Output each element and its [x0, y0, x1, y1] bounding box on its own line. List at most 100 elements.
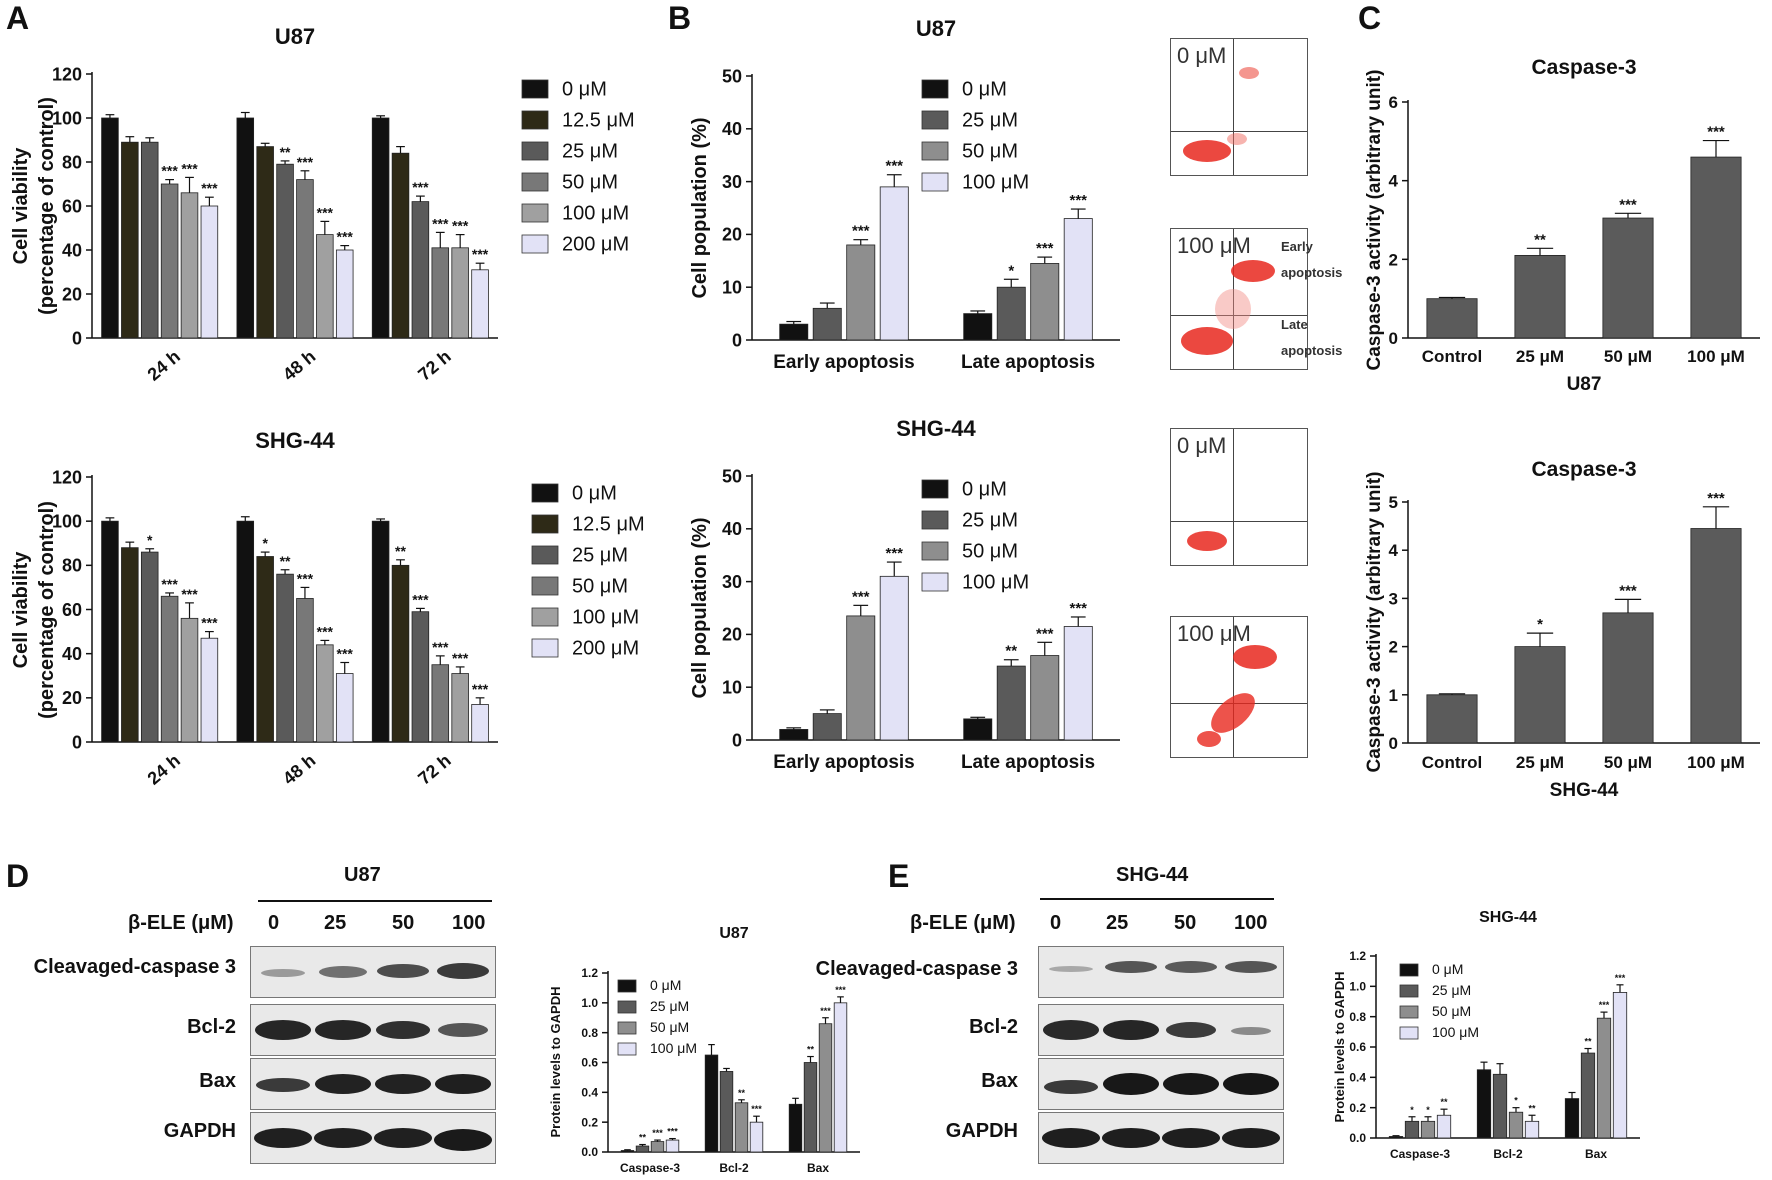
blot-e-dose-25: 25	[1106, 912, 1129, 934]
E_SHG44-y-tick-label: 1.0	[1349, 980, 1366, 994]
A_SHG44-significance-label: ***	[161, 576, 178, 592]
E_SHG44-legend-swatch	[1399, 1026, 1419, 1040]
blot-d-label-gapdh: GAPDH	[163, 1120, 236, 1142]
A_SHG44-legend-label: 100 μM	[572, 606, 639, 628]
E_SHG44-legend-label: 100 μM	[1432, 1024, 1479, 1040]
A_SHG44-y-axis-label: Cell viability	[10, 551, 32, 669]
E_SHG44-legend-label: 50 μM	[1432, 1003, 1471, 1019]
E_SHG44-bar	[1596, 1017, 1612, 1139]
C_U87-significance-label: **	[1534, 231, 1546, 248]
A_SHG44-significance-label: ***	[201, 615, 218, 631]
blot-e-dose-label: β-ELE (μM)	[910, 912, 1016, 934]
A_U87-y-tick-label: 100	[52, 108, 82, 128]
B_SHG44-legend-swatch	[921, 479, 949, 499]
flow-dose-label: 0 μM	[1177, 43, 1227, 68]
A_SHG44-y-tick-label: 20	[62, 688, 82, 708]
D_U87-legend-label: 25 μM	[650, 998, 689, 1014]
C_SHG44-x-axis-label: SHG-44	[1550, 780, 1619, 801]
A_SHG44-significance-label: ***	[181, 586, 198, 602]
E_SHG44-y-tick-label: 1.2	[1349, 949, 1366, 963]
A_U87-bar	[200, 205, 219, 339]
B_SHG44-bar	[996, 665, 1026, 741]
E_SHG44-significance-label: **	[1584, 1037, 1592, 1047]
B_U87-legend-swatch	[921, 79, 949, 99]
A_SHG44-significance-label: ***	[317, 623, 334, 639]
A_U87-bar	[140, 141, 159, 339]
C_SHG44-y-tick-label: 5	[1389, 493, 1398, 512]
B_U87-legend-label: 50 μM	[962, 140, 1018, 162]
flow-dose-label: 0 μM	[1177, 433, 1227, 458]
A_U87-bar	[451, 247, 469, 339]
A_U87-legend-label: 25 μM	[562, 140, 618, 162]
E_SHG44-y-tick-label: 0.0	[1349, 1131, 1366, 1145]
A_SHG44-bar	[471, 704, 489, 743]
flow-note-late: Late	[1281, 317, 1308, 332]
A_SHG44-bar	[431, 664, 450, 743]
E_SHG44-legend-swatch	[1399, 984, 1419, 998]
C_SHG44-y-axis-label: Caspase-3 activity (arbitrary unit)	[1364, 472, 1385, 773]
A_SHG44-bar	[276, 573, 294, 743]
blot-d-dose-100: 100	[452, 912, 486, 934]
C_SHG44-bar	[1514, 646, 1566, 744]
C_U87-category-label: 50 μM	[1604, 347, 1652, 366]
B_SHG44-y-tick-label: 0	[732, 730, 742, 750]
A_SHG44-legend-swatch	[531, 576, 559, 596]
B_SHG44-legend-swatch	[921, 572, 949, 592]
D_U87-y-tick-label: 0.2	[581, 1115, 598, 1129]
A_U87-significance-label: ***	[472, 246, 489, 262]
A_SHG44-category-label: 72 h	[414, 750, 454, 788]
blot-d-header-rule	[258, 900, 492, 902]
E_SHG44-significance-label: *	[1410, 1105, 1414, 1115]
A_U87-bar	[276, 163, 294, 339]
C_U87-significance-label: ***	[1619, 196, 1637, 213]
E_SHG44-significance-label: ***	[1615, 973, 1626, 983]
C_U87-title: Caspase-3	[1531, 56, 1636, 79]
flow-dose-label: 100 μM	[1177, 233, 1251, 258]
B_U87-legend-label: 100 μM	[962, 171, 1029, 193]
A_U87-bar	[335, 249, 354, 339]
E_SHG44-significance-label: **	[1528, 1103, 1536, 1113]
A_SHG44-bar	[236, 520, 255, 743]
C_U87-y-tick-label: 4	[1389, 172, 1399, 191]
B_SHG44-category-label: Late apoptosis	[961, 752, 1095, 773]
A_U87-significance-label: **	[280, 144, 291, 160]
blot-d-dose-label: β-ELE (μM)	[128, 912, 234, 934]
A_U87-legend-label: 12.5 μM	[562, 109, 635, 131]
E_SHG44-y-tick-label: 0.8	[1349, 1010, 1366, 1024]
A_U87-bar	[121, 141, 139, 339]
E_SHG44-y-axis-label: Protein levels to GAPDH	[1332, 972, 1347, 1123]
A_U87-category-label: 48 h	[279, 346, 319, 384]
B_U87-bar	[879, 186, 909, 341]
C_SHG44-title: Caspase-3	[1531, 458, 1636, 481]
D_U87-bar	[665, 1139, 680, 1153]
blot-d-dose-25: 25	[324, 912, 347, 934]
blot-e-label-bax: Bax	[981, 1070, 1018, 1092]
E_SHG44-legend-swatch	[1399, 963, 1419, 977]
C_SHG44-significance-label: ***	[1619, 582, 1637, 599]
B_U87-y-tick-label: 30	[722, 172, 742, 192]
A_SHG44-legend-swatch	[531, 638, 559, 658]
blot-d-band-bcl2	[250, 1004, 496, 1056]
E_SHG44-bar	[1492, 1073, 1508, 1139]
B_U87-bar	[846, 244, 876, 341]
E_SHG44-category-label: Bcl-2	[1493, 1147, 1523, 1161]
blot-e-label-bcl2: Bcl-2	[969, 1016, 1018, 1038]
A_U87-significance-label: ***	[317, 204, 334, 220]
E_SHG44-significance-label: ***	[1599, 1000, 1610, 1010]
E_SHG44-legend-label: 0 μM	[1432, 961, 1463, 977]
A_SHG44-bar	[391, 564, 410, 743]
A_U87-bar	[236, 117, 255, 339]
D_U87-y-tick-label: 0.4	[581, 1086, 598, 1100]
B_SHG44-y-tick-label: 30	[722, 572, 742, 592]
A_U87-legend-swatch	[521, 141, 549, 161]
C_SHG44-category-label: 25 μM	[1516, 753, 1564, 772]
B_U87-title: U87	[916, 16, 956, 41]
A_SHG44-significance-label: *	[262, 535, 268, 551]
A_U87-y-axis-label: Cell viability	[10, 147, 32, 265]
D_U87-y-axis-label: Protein levels to GAPDH	[548, 987, 563, 1138]
D_U87-bar	[650, 1141, 665, 1153]
B_SHG44-bar	[812, 713, 842, 741]
D_U87-bar	[803, 1062, 818, 1153]
blot-d-band-cleaved-caspase3	[250, 946, 496, 998]
A_SHG44-bar	[296, 598, 314, 743]
